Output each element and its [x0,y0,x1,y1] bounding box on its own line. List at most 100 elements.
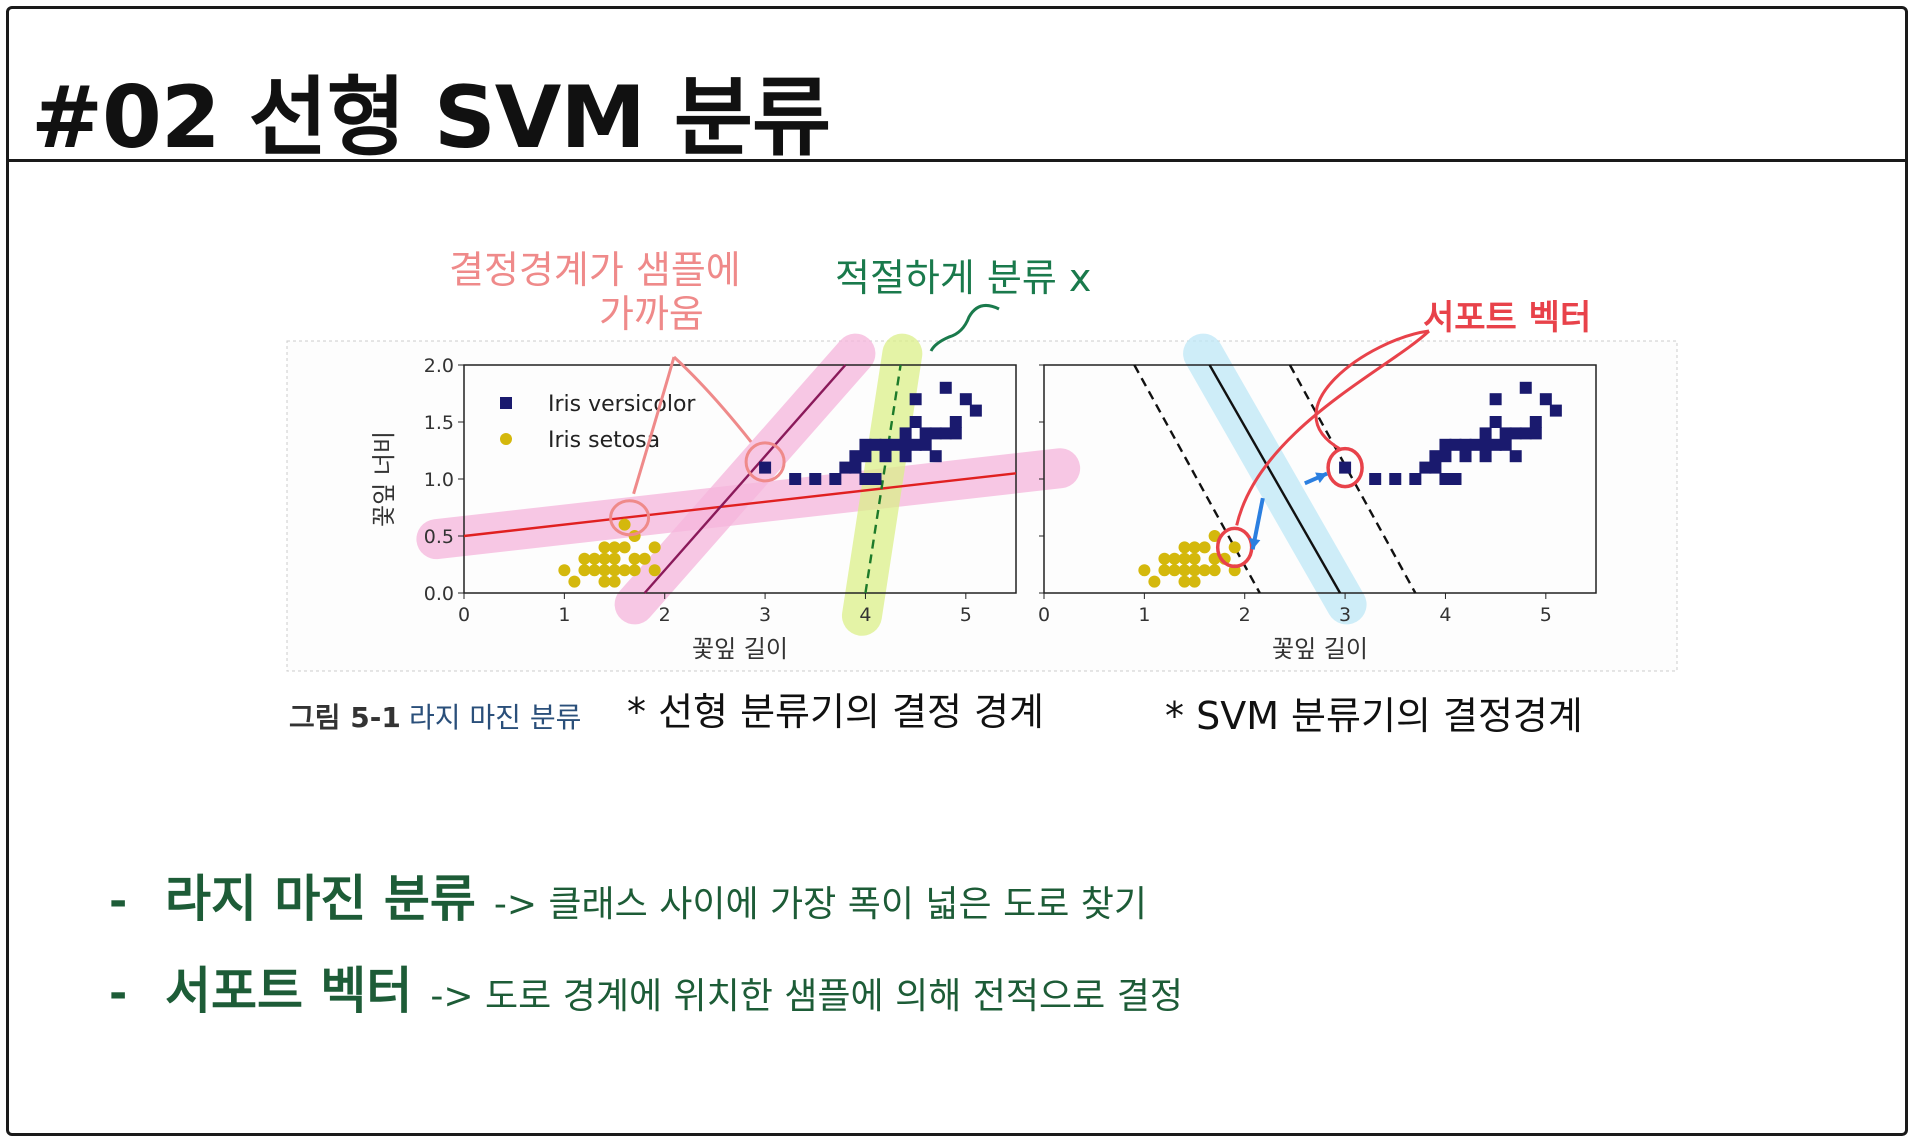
x-tick-label: 4 [859,604,871,626]
y-tick-label: 1.0 [424,469,454,491]
setosa-point [1188,564,1201,577]
versicolor-point [959,393,972,406]
decision-line [1288,364,1417,594]
setosa-point [618,541,631,554]
decision-line [1208,364,1342,594]
setosa-point [1198,564,1211,577]
setosa-point [588,564,601,577]
versicolor-point [929,450,942,463]
x-tick-label: 3 [1339,604,1351,626]
close-sample-circle [609,499,651,537]
bullet-marker: - [109,968,128,1019]
versicolor-point [869,473,882,485]
figure-caption-prefix: 그림 5-1 [289,701,401,734]
bullet-marker: - [109,876,128,927]
versicolor-point [1389,473,1402,485]
annotation-arrow [632,356,676,495]
versicolor-point [929,427,942,440]
setosa-point [1178,575,1191,588]
versicolor-point [889,438,902,451]
versicolor-point [1429,461,1442,474]
versicolor-point [949,416,962,428]
legend-swatch-versicolor [500,397,512,409]
versicolor-point [1439,438,1452,451]
versicolor-point [1479,427,1492,440]
setosa-point [598,575,611,588]
setosa-point [1178,541,1191,554]
versicolor-point [1519,427,1532,440]
setosa-point [1138,564,1151,577]
x-axis-label: 꽃잎 길이 [1272,635,1368,663]
versicolor-point [1449,438,1462,451]
versicolor-point [1549,404,1562,417]
annotation-close-boundary-line2: 가까움 [599,292,704,336]
x-tick-label: 5 [960,604,972,626]
versicolor-point [899,450,912,463]
versicolor-point [899,427,912,440]
versicolor-point [1489,438,1502,451]
y-tick-label: 1.5 [424,412,454,434]
versicolor-point [879,438,892,451]
margin-arrowhead [1315,472,1328,484]
versicolor-point [869,438,882,451]
setosa-point [608,552,621,565]
versicolor-point [1339,461,1352,474]
figure-frame [286,340,1678,672]
decision-line [643,364,847,594]
versicolor-point [1409,473,1422,485]
slide: #02 선형 SVM 분류 0 1 2 3 4 5 0.0 0.5 1.0 1.5 2.0 꽃잎 길이… [6,6,1908,1136]
versicolor-point [909,438,922,451]
versicolor-point [1449,473,1462,485]
versicolor-point [759,461,772,474]
versicolor-point [1459,438,1472,451]
plot-right: 0 1 2 3 4 5 꽃잎 길이 [1038,364,1597,663]
versicolor-point [859,450,872,463]
versicolor-point [1439,473,1452,485]
x-tick-label: 0 [1038,604,1050,626]
setosa-point [1168,552,1181,565]
versicolor-point [1509,427,1522,440]
setosa-point [1168,564,1181,577]
bullet-term: 라지 마진 분류 [165,870,476,928]
versicolor-point [849,450,862,463]
versicolor-point [1499,438,1512,451]
versicolor-point [939,381,952,394]
versicolor-point [1369,473,1382,485]
setosa-point [578,552,591,565]
y-tick-label: 0.5 [424,526,454,548]
versicolor-point [789,473,802,485]
setosa-point [618,518,631,531]
x-tick-label: 0 [458,604,470,626]
versicolor-point [949,427,962,440]
x-tick-label: 3 [759,604,771,626]
setosa-point [578,564,591,577]
versicolor-point [1419,461,1432,474]
y-tick-label: 0.0 [424,583,454,605]
versicolor-point [849,461,862,474]
setosa-point [608,575,621,588]
setosa-point [1158,552,1171,565]
versicolor-point [839,461,852,474]
versicolor-point [1499,427,1512,440]
x-tick-label: 2 [659,604,671,626]
legend-swatch-setosa [500,433,512,445]
setosa-point [558,564,571,577]
setosa-point [598,564,611,577]
setosa-point [1198,541,1211,554]
x-axis-label: 꽃잎 길이 [692,635,788,663]
bullet-term: 서포트 벡터 [165,962,413,1020]
setosa-point [1188,575,1201,588]
setosa-point [608,541,621,554]
setosa-point [598,552,611,565]
setosa-point [638,552,651,565]
x-tick-label: 1 [558,604,570,626]
x-tick-label: 1 [1138,604,1150,626]
setosa-point [1148,575,1161,588]
setosa-point [618,564,631,577]
setosa-point [1188,541,1201,554]
support-vector-circle [1326,446,1364,489]
bullet-item-support-vector: - 서포트 벡터 -> 도로 경계에 위치한 샘플에 의해 전적으로 결정 [109,951,1183,1043]
figure-svg: 0 1 2 3 4 5 0.0 0.5 1.0 1.5 2.0 꽃잎 길이 꽃잎 너비 Iris vers… [286,248,1678,738]
decision-line [1133,364,1261,594]
versicolor-point [969,404,982,417]
